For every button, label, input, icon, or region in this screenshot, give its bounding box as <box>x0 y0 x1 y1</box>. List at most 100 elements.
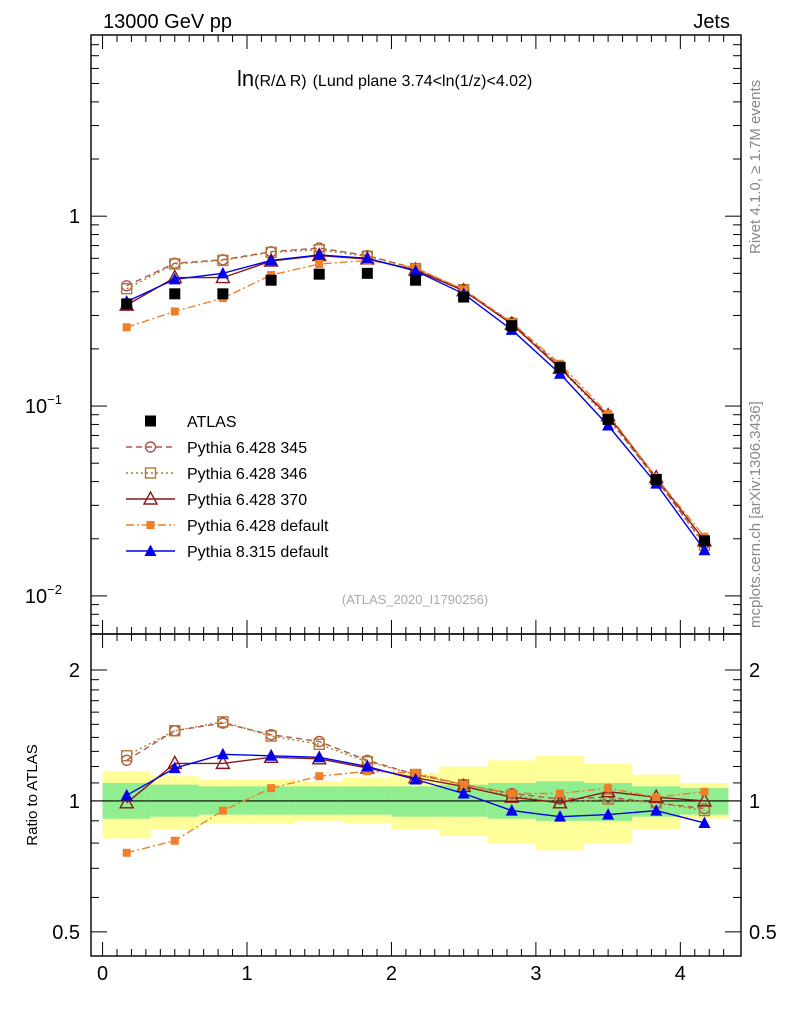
x-tick-label: 3 <box>530 963 541 985</box>
main-point <box>602 413 614 425</box>
ratio-point <box>698 816 711 828</box>
x-tick-label: 1 <box>241 963 252 985</box>
ratio-point <box>168 761 181 774</box>
ratio-y-axis-label: Ratio to ATLAS <box>24 744 41 845</box>
main-point <box>698 543 711 556</box>
ratio-point <box>602 808 615 820</box>
main-point <box>168 272 181 285</box>
main-point <box>361 251 374 264</box>
main-point <box>169 288 181 300</box>
ratio-point <box>218 806 227 815</box>
rivet-version-label: Rivet 4.1.0, ≥ 1.7M events <box>747 80 764 254</box>
ratio-y-tick-label: 2 <box>69 660 80 682</box>
main-point <box>313 248 326 260</box>
ratio-point <box>552 794 568 809</box>
main-point <box>313 268 325 280</box>
main-point <box>217 254 229 267</box>
ratio-point <box>361 759 374 772</box>
main-plot-title: ln(R/Δ R) (Lund plane 3.74<ln(1/z)<4.02) <box>237 66 532 91</box>
ratio-point <box>313 750 326 763</box>
main-point <box>120 282 133 295</box>
ratio-point <box>215 754 231 770</box>
main-point <box>698 535 710 547</box>
header-left-label: 13000 GeV pp <box>103 11 232 33</box>
ratio-y-tick-label: 0.5 <box>52 922 80 944</box>
ratio-point <box>696 792 713 807</box>
main-y-tick-exponent: −2 <box>47 582 62 597</box>
legend-marker <box>146 521 155 529</box>
main-point <box>170 307 179 316</box>
legend-entry: Pythia 8.315 default <box>126 544 329 561</box>
analysis-watermark: (ATLAS_2020_I1790256) <box>342 592 488 607</box>
legend-entry: Pythia 6.428 346 <box>126 466 307 483</box>
header-right-label: Jets <box>693 11 730 33</box>
ratio-panel-frame <box>90 633 742 957</box>
ratio-point <box>169 725 181 737</box>
main-point <box>410 274 422 286</box>
ratio-point <box>554 810 567 822</box>
ratio-point <box>265 749 278 761</box>
ratio-point <box>556 789 565 798</box>
main-series-atlas <box>121 267 710 547</box>
main-point <box>458 291 470 303</box>
main-point <box>122 323 131 332</box>
main-point <box>265 274 277 286</box>
legend-marker <box>144 467 157 479</box>
main-point <box>554 361 566 373</box>
ratio-point <box>652 793 661 802</box>
main-point <box>169 258 181 270</box>
ratio-point <box>170 836 179 845</box>
x-tick-label: 0 <box>97 963 108 985</box>
ratio-point <box>700 787 709 796</box>
main-point <box>650 474 662 486</box>
ratio-point <box>119 794 135 809</box>
ratio-y-tick-label-right: 1 <box>749 791 760 813</box>
ratio-point <box>216 747 229 760</box>
legend-label: Pythia 6.428 default <box>187 518 329 535</box>
main-point <box>409 264 422 276</box>
main-point <box>506 320 518 332</box>
main-point <box>604 409 613 418</box>
title-argument: (R/Δ R) <box>254 73 306 90</box>
legend-entry: Pythia 6.428 370 <box>126 490 307 509</box>
ratio-point <box>411 768 420 777</box>
ratio-point <box>315 772 324 781</box>
ratio-point <box>459 780 468 789</box>
main-point <box>554 367 567 379</box>
ratio-point <box>409 773 422 785</box>
main-point <box>216 266 229 279</box>
main-point <box>265 253 278 266</box>
ratio-point <box>122 848 131 857</box>
legend-marker <box>144 441 157 453</box>
main-point <box>361 267 373 279</box>
ratio-point <box>120 788 133 801</box>
ratio-point <box>604 784 613 793</box>
main-y-tick-label: 1 <box>69 206 80 228</box>
legend-marker <box>145 415 156 427</box>
ratio-point <box>265 730 277 742</box>
stat-uncertainty-band <box>391 786 440 817</box>
ratio-point <box>217 716 229 728</box>
title-description: (Lund plane 3.74<ln(1/z)<4.02) <box>313 73 533 90</box>
ratio-series-pythia-8-315-default <box>120 747 711 828</box>
main-series-layer <box>119 242 713 556</box>
x-tick-label: 4 <box>675 963 686 985</box>
ratio-y-tick-label: 1 <box>69 791 80 813</box>
ratio-point <box>313 738 325 750</box>
main-point <box>217 288 229 300</box>
x-tick-label: 2 <box>386 963 397 985</box>
legend-marker <box>142 490 159 505</box>
legend-label: ATLAS <box>187 414 237 431</box>
legend: ATLAS Pythia 6.428 345 Pythia 6.428 346 Pyt… <box>126 414 329 561</box>
ratio-point <box>650 804 663 816</box>
legend-label: Pythia 6.428 370 <box>187 492 307 509</box>
main-point <box>121 298 133 310</box>
title-ln: ln <box>237 66 254 91</box>
ratio-series-pythia-6-428-default <box>122 767 709 857</box>
ratio-point <box>267 784 276 793</box>
ratio-series-layer <box>119 716 713 857</box>
legend-label: Pythia 8.315 default <box>187 544 329 561</box>
